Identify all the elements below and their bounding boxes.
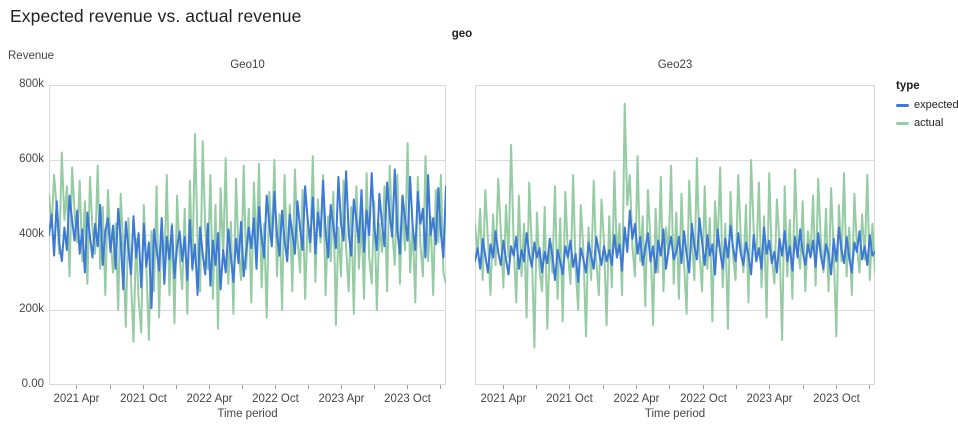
legend-label-actual: actual: [914, 117, 944, 129]
line-chart-geo23[interactable]: 2021 Apr 2021 Oct 2022 Apr 2022 Oct 2023 Apr…: [475, 85, 875, 421]
y-axis-labels: 800k 600k 400k 200k 0.00: [0, 0, 44, 424]
x-tick-label: 2021 Apr: [480, 393, 526, 405]
x-tick-label: 2022 Apr: [613, 393, 659, 405]
facet-dimension-label: geo: [451, 28, 473, 40]
expected-line: [475, 209, 875, 283]
legend-title: type: [896, 80, 920, 92]
x-tick-label: 2023 Apr: [318, 393, 364, 405]
x-tick-label: 2021 Oct: [546, 393, 593, 405]
legend-item-expected[interactable]: expected: [896, 99, 958, 111]
expected-swatch-icon: [896, 103, 909, 107]
actual-line: [475, 102, 875, 349]
x-tick-label: 2023 Apr: [746, 393, 792, 405]
y-tick-label: 200k: [19, 303, 44, 315]
legend-label-expected: expected: [914, 99, 958, 111]
expected-line: [49, 168, 446, 310]
x-axis-title: Time period: [217, 408, 277, 420]
line-chart-geo10[interactable]: 2021 Apr 2021 Oct 2022 Apr 2022 Oct 2023 Apr…: [49, 85, 446, 421]
x-tick-label: 2023 Oct: [384, 393, 431, 405]
y-tick-label: 600k: [19, 153, 44, 165]
facet-geo23: Geo23 2021 Apr 2021 Oct 2022 Apr 2022 Oct 20…: [475, 56, 875, 421]
y-axis-title: Revenue: [8, 50, 55, 62]
legend-item-actual[interactable]: actual: [896, 117, 958, 129]
x-tick-label: 2022 Oct: [252, 393, 299, 405]
y-tick-label: 400k: [19, 228, 44, 240]
chart-title: Expected revenue vs. actual revenue: [10, 6, 302, 26]
actual-swatch-icon: [896, 121, 909, 125]
y-tick-label: 0.00: [21, 378, 44, 390]
x-tick-label: 2021 Apr: [53, 393, 99, 405]
x-tick-label: 2022 Oct: [680, 393, 727, 405]
y-tick-label: 800k: [19, 78, 44, 90]
legend: type expected actual: [896, 80, 958, 135]
facet-title-geo10: Geo10: [230, 59, 265, 71]
x-axis-title: Time period: [645, 408, 705, 420]
x-tick-label: 2023 Oct: [813, 393, 860, 405]
facet-geo10: Geo10 2021 Apr 2021 Oct 2022 Apr 2022 Oct 20…: [49, 56, 446, 421]
x-tick-label: 2021 Oct: [120, 393, 167, 405]
facet-title-geo23: Geo23: [657, 59, 693, 71]
x-tick-label: 2022 Apr: [186, 393, 232, 405]
